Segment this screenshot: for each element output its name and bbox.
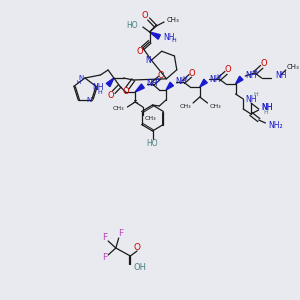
Text: N: N [146, 56, 152, 65]
Text: NH: NH [209, 74, 221, 83]
Text: CH₃: CH₃ [179, 104, 191, 110]
Text: O: O [260, 59, 267, 68]
Text: CH₃: CH₃ [145, 116, 156, 121]
Text: NH: NH [176, 77, 187, 86]
Text: H: H [76, 80, 80, 86]
Text: O: O [142, 11, 148, 20]
Polygon shape [200, 79, 207, 87]
Text: NH: NH [163, 32, 175, 41]
Text: N: N [86, 97, 92, 103]
Polygon shape [166, 82, 173, 90]
Text: O: O [122, 88, 129, 97]
Text: CH₃: CH₃ [287, 64, 299, 70]
Text: H: H [182, 76, 187, 82]
Text: H: H [154, 79, 159, 83]
Text: H: H [217, 74, 221, 79]
Text: H: H [253, 70, 257, 76]
Text: H: H [97, 91, 102, 95]
Polygon shape [236, 76, 243, 84]
Text: O: O [158, 70, 164, 80]
Text: CH₃: CH₃ [209, 104, 221, 110]
Text: NH: NH [245, 71, 257, 80]
Text: HO: HO [126, 20, 138, 29]
Text: NH: NH [262, 103, 273, 112]
Text: NH: NH [275, 70, 286, 80]
Polygon shape [150, 32, 160, 39]
Text: F: F [118, 230, 123, 238]
Text: HO: HO [147, 140, 158, 148]
Text: NH: NH [92, 83, 103, 92]
Text: O: O [224, 65, 231, 74]
Text: NH₂: NH₂ [268, 121, 283, 130]
Text: NH: NH [262, 103, 273, 112]
Text: N: N [79, 75, 84, 81]
Text: O: O [189, 68, 195, 77]
Text: CH₃: CH₃ [167, 17, 180, 23]
Polygon shape [135, 84, 144, 92]
Text: NH: NH [147, 80, 158, 88]
Text: H: H [254, 92, 258, 98]
Text: F: F [102, 254, 107, 262]
Text: F: F [102, 233, 107, 242]
Text: H: H [263, 110, 268, 116]
Text: O: O [134, 244, 141, 253]
Text: O: O [108, 91, 114, 100]
Text: NH: NH [245, 95, 257, 104]
Text: H: H [171, 38, 176, 43]
Polygon shape [106, 78, 114, 87]
Text: OH: OH [133, 263, 146, 272]
Text: CH₃: CH₃ [113, 106, 124, 110]
Text: O: O [136, 46, 143, 56]
